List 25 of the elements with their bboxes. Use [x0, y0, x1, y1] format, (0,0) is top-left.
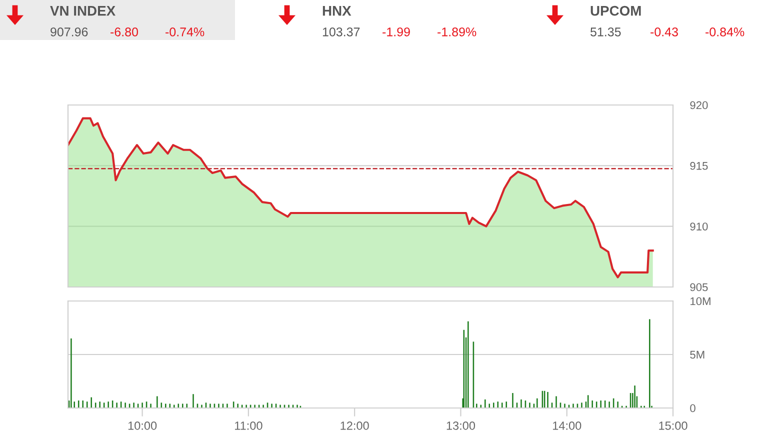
text: -1.89%: [438, 28, 476, 36]
text: -6.80: [110, 28, 138, 36]
y-tick-label: 910: [690, 222, 708, 230]
y-tick-label: 915: [690, 162, 708, 170]
text: UPCOM: [590, 6, 641, 16]
y-tick-label: 5M: [690, 350, 704, 359]
text: 103.37: [322, 28, 360, 36]
text: -0.84%: [706, 28, 744, 36]
text: VN INDEX: [50, 6, 116, 16]
x-tick-label: 12:00: [340, 422, 369, 430]
text: 51.35: [590, 28, 621, 36]
x-tick-label: 14:00: [552, 422, 582, 430]
text: HNX: [322, 6, 352, 16]
y-tick-label: 0: [690, 404, 696, 412]
x-tick-label: 10:00: [128, 422, 157, 430]
x-tick-label: 11:00: [235, 422, 262, 430]
y-tick-label: 905: [690, 283, 708, 292]
y-tick-label: 10M: [690, 297, 710, 306]
text: -0.43: [650, 28, 678, 36]
text: 907.96: [50, 28, 88, 36]
text: -1.99: [382, 28, 410, 36]
x-tick-label: 13:00: [446, 422, 476, 430]
y-tick-label: 920: [690, 101, 708, 110]
text: -0.74%: [166, 28, 204, 36]
x-tick-label: 15:00: [659, 422, 688, 430]
